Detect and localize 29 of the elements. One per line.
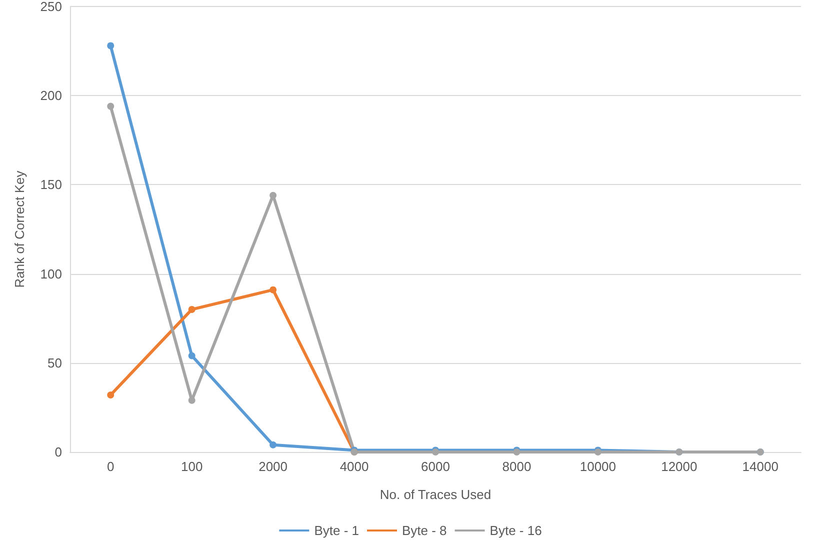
point	[188, 306, 196, 313]
point	[188, 352, 196, 360]
y-tick-label: 200	[40, 88, 62, 104]
x-tick-label: 4000	[340, 459, 369, 474]
x-axis-title: No. of Traces Used	[380, 487, 492, 502]
x-tick-label: 0	[106, 459, 114, 474]
y-tick-label: 50	[48, 355, 62, 370]
point	[270, 286, 277, 294]
y-tick-label: 0	[54, 444, 62, 460]
x-tick-label: 14000	[742, 459, 778, 474]
y-axis-title: Rank of Correct Key	[12, 170, 27, 288]
x-tick-label: 10000	[580, 459, 616, 474]
point	[107, 391, 114, 398]
y-tick-label: 250	[40, 0, 62, 14]
y-tick-label: 100	[40, 266, 62, 282]
legend-label: Byte - 1	[314, 523, 359, 538]
point	[188, 396, 196, 404]
legend-label: Byte - 16	[490, 523, 542, 538]
point	[270, 192, 277, 199]
x-tick-label: 6000	[421, 459, 450, 474]
y-tick-label: 150	[40, 177, 62, 192]
legend-label: Byte - 8	[402, 523, 447, 538]
x-tick-label: 8000	[502, 459, 532, 474]
point	[270, 441, 277, 448]
point	[107, 42, 114, 50]
x-tick-label: 2000	[258, 459, 288, 474]
point	[107, 102, 114, 110]
x-tick-label: 12000	[661, 459, 698, 474]
x-tick-label: 100	[180, 459, 203, 474]
